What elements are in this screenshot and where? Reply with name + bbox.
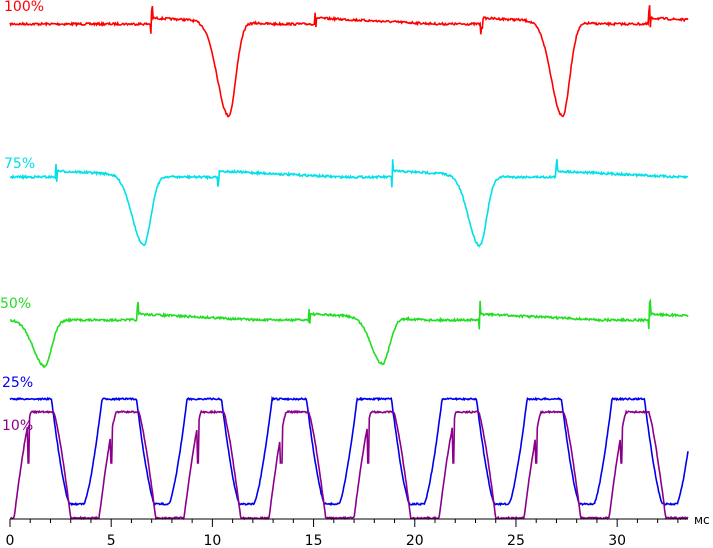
series-line-75pct [9,159,689,248]
x-tick-label: 10 [203,533,221,548]
series-line-50pct [9,298,689,368]
series-line-10pct [9,409,689,521]
series-labels: 100% 75% 50% 25% 10% [0,0,44,434]
x-tick-label: 0 [6,533,15,548]
series-label-75pct: 75% [4,156,35,172]
x-tick-label: 15 [305,533,323,548]
series-label-25pct: 25% [2,375,33,391]
x-axis-unit-label: мс [694,513,710,527]
x-tick-label: 20 [406,533,424,548]
series-label-100pct: 100% [4,0,44,15]
series-label-50pct: 50% [0,296,31,312]
x-tick-label: 25 [507,533,525,548]
series-layer [9,5,689,521]
x-axis: мс 0 5 10 15 20 25 30 [6,513,710,548]
series-line-100pct [9,5,689,118]
x-tick-label: 5 [107,533,116,548]
series-label-10pct: 10% [2,418,33,434]
series-line-25pct [9,395,689,507]
x-tick-label: 30 [608,533,626,548]
